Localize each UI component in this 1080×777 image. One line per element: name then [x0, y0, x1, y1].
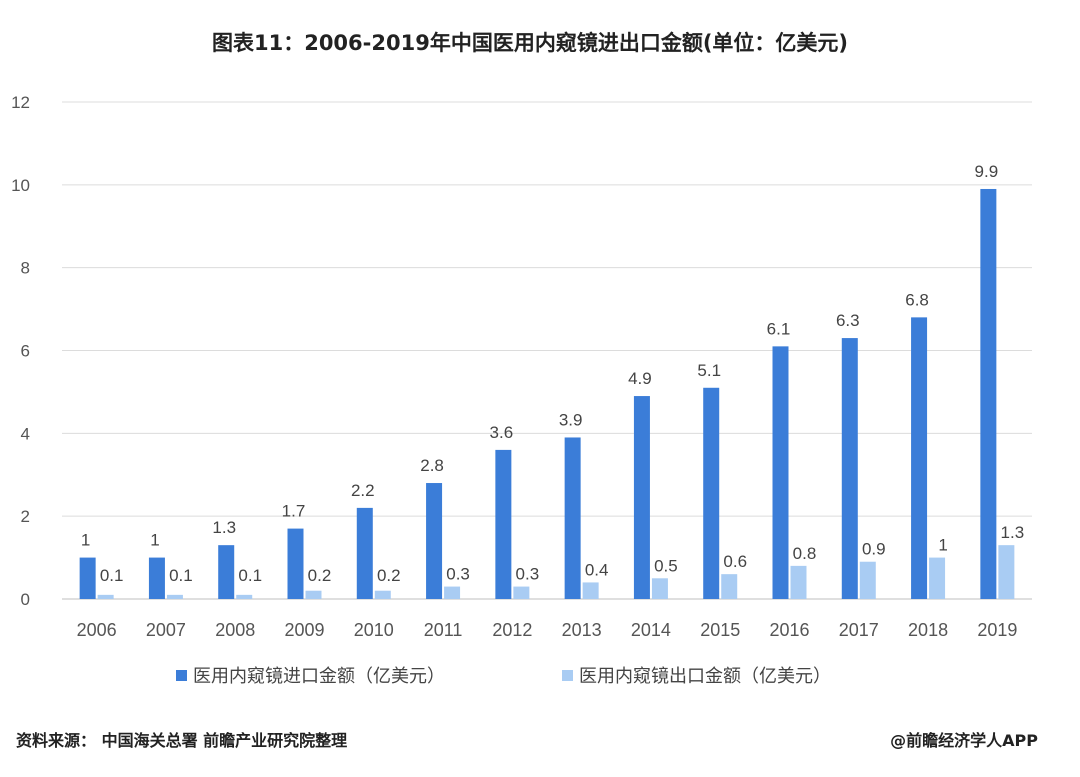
y-axis: 0 2 4 6 8 10 12: [11, 93, 30, 609]
bar-import-2007: [148, 557, 165, 599]
x-tick-label-2009: 2009: [284, 620, 324, 640]
data-label-import-2014: 4.9: [628, 369, 652, 388]
data-label-import-2016: 6.1: [767, 319, 791, 338]
x-tick-label-2010: 2010: [354, 620, 394, 640]
data-label-import-2009: 1.7: [282, 502, 306, 521]
bar-export-2017: [859, 561, 876, 599]
bar-import-2018: [911, 317, 928, 599]
bar-export-2011: [444, 586, 461, 599]
bar-import-2010: [356, 507, 373, 599]
data-label-import-2018: 6.8: [905, 290, 929, 309]
legend: 医用内窥镜进口金额（亿美元） 医用内窥镜出口金额（亿美元）: [176, 666, 831, 687]
data-label-export-2012: 0.3: [516, 565, 540, 584]
bar-import-2015: [703, 387, 720, 599]
bar-import-2017: [841, 338, 858, 599]
data-label-export-2019: 1.3: [1001, 523, 1025, 542]
x-tick-label-2017: 2017: [839, 620, 879, 640]
bar-export-2013: [582, 582, 599, 599]
data-label-export-2011: 0.3: [446, 565, 470, 584]
data-label-export-2014: 0.5: [654, 556, 678, 575]
data-label-export-2007: 0.1: [169, 566, 193, 585]
data-label-export-2010: 0.2: [377, 566, 401, 585]
data-label-import-2006: 1: [81, 531, 90, 550]
data-label-import-2010: 2.2: [351, 481, 375, 500]
data-label-export-2017: 0.9: [862, 540, 886, 559]
data-label-export-2009: 0.2: [308, 566, 332, 585]
bar-import-2013: [564, 437, 581, 599]
x-tick-label-2015: 2015: [700, 620, 740, 640]
x-tick-label-2014: 2014: [631, 620, 671, 640]
x-axis: 2006 2007 2008 2009 2010 2011 2012 2013 2014 2015…: [77, 620, 1018, 640]
data-label-import-2019: 9.9: [975, 162, 999, 181]
legend-swatch-import: [176, 670, 187, 681]
y-tick-label: 0: [21, 590, 30, 609]
legend-swatch-export: [562, 670, 573, 681]
x-tick-label-2011: 2011: [424, 620, 463, 640]
bar-export-2012: [513, 586, 530, 599]
bar-import-2016: [772, 346, 789, 599]
x-tick-label-2008: 2008: [215, 620, 255, 640]
bar-import-2012: [495, 449, 512, 599]
bar-export-2008: [236, 594, 253, 599]
x-tick-label-2007: 2007: [146, 620, 186, 640]
bar-import-2014: [633, 396, 650, 599]
grid-lines: [62, 101, 1032, 600]
data-label-import-2017: 6.3: [836, 311, 860, 330]
x-tick-label-2012: 2012: [492, 620, 532, 640]
data-label-export-2015: 0.6: [723, 552, 747, 571]
x-tick-label-2006: 2006: [77, 620, 117, 640]
bar-export-2009: [305, 590, 322, 599]
y-tick-label: 6: [21, 342, 30, 361]
data-label-export-2013: 0.4: [585, 560, 609, 579]
bar-export-2018: [929, 557, 946, 599]
bar-import-2009: [287, 528, 304, 599]
bar-export-2006: [97, 594, 114, 599]
data-label-import-2015: 5.1: [697, 361, 721, 380]
data-label-export-2018: 1: [938, 536, 947, 555]
bar-import-2008: [218, 545, 235, 599]
data-label-export-2016: 0.8: [793, 544, 817, 563]
data-label-export-2006: 0.1: [100, 566, 124, 585]
bar-export-2007: [166, 594, 183, 599]
bar-export-2019: [998, 545, 1015, 599]
bar-export-2015: [721, 574, 738, 599]
data-label-import-2012: 3.6: [490, 423, 514, 442]
x-tick-label-2019: 2019: [977, 620, 1017, 640]
y-tick-label: 4: [21, 424, 30, 443]
data-label-export-2008: 0.1: [238, 566, 262, 585]
bar-export-2010: [374, 590, 391, 599]
brand-watermark: @前瞻经济学人APP: [890, 731, 1038, 750]
bar-export-2014: [651, 578, 668, 599]
y-tick-label: 12: [11, 93, 30, 112]
legend-label-export: 医用内窥镜出口金额（亿美元）: [579, 666, 831, 687]
y-tick-label: 8: [21, 259, 30, 278]
x-tick-label-2018: 2018: [908, 620, 948, 640]
y-tick-label: 10: [11, 176, 30, 195]
y-tick-label: 2: [21, 507, 30, 526]
bars: 1 0.1 1 0.1 1.3 0.1 1.7 0.2 2.2 0.2 2.8 0.3 3.6 0.3 3.…: [79, 162, 1025, 599]
bar-export-2016: [790, 565, 807, 599]
data-label-import-2008: 1.3: [212, 518, 236, 537]
chart-title: 图表11：2006-2019年中国医用内窥镜进出口金额(单位：亿美元): [212, 31, 848, 55]
x-tick-label-2013: 2013: [562, 620, 602, 640]
source-note: 资料来源： 中国海关总署 前瞻产业研究院整理: [16, 731, 347, 750]
data-label-import-2007: 1: [150, 531, 159, 550]
bar-import-2011: [426, 483, 443, 599]
bar-import-2006: [79, 557, 96, 599]
x-tick-label-2016: 2016: [769, 620, 809, 640]
bar-import-2019: [980, 188, 997, 599]
data-label-import-2011: 2.8: [420, 456, 444, 475]
legend-label-import: 医用内窥镜进口金额（亿美元）: [193, 666, 445, 687]
data-label-import-2013: 3.9: [559, 410, 583, 429]
